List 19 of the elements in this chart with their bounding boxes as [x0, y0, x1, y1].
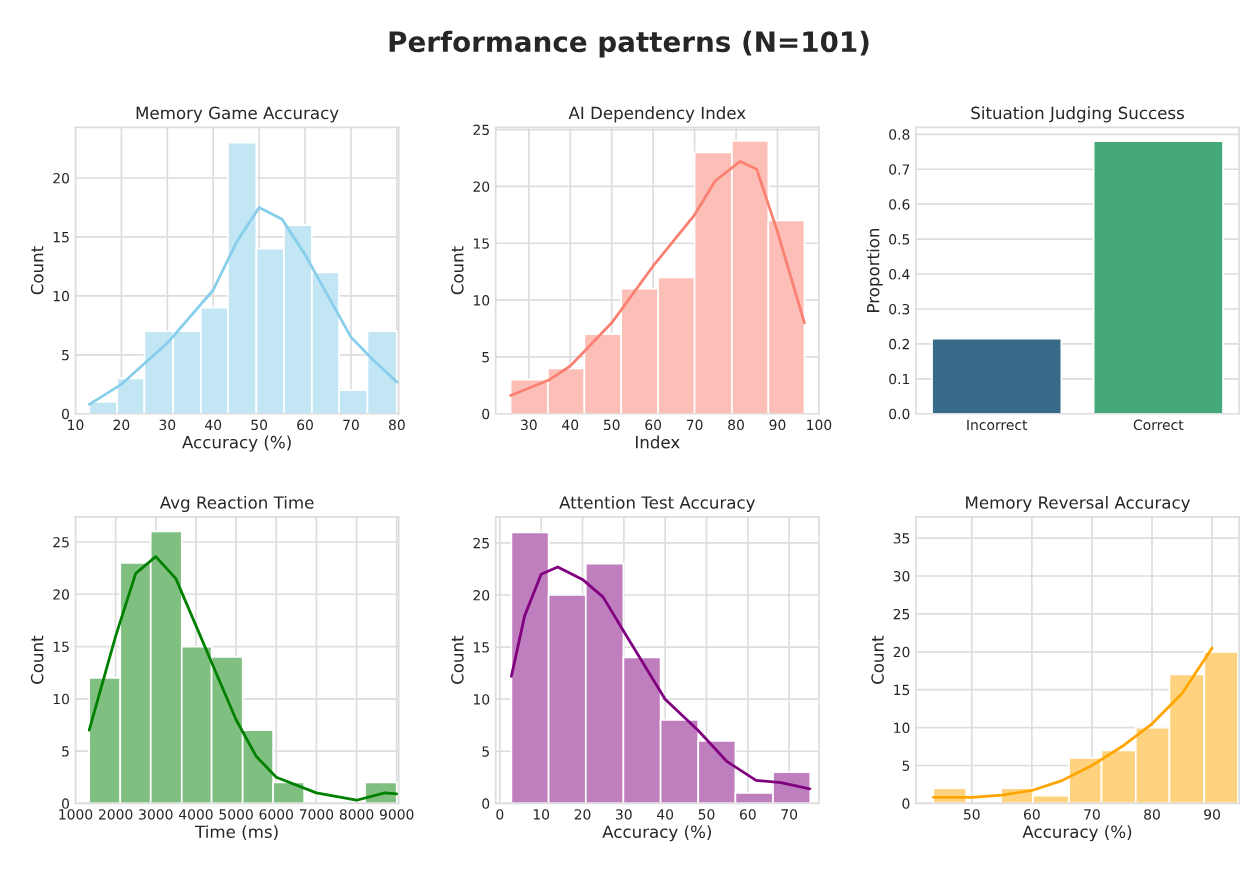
- y-axis-title: Count: [871, 635, 884, 684]
- x-axis-title: Accuracy (%): [602, 825, 711, 842]
- x-axis-title: Time (ms): [195, 825, 278, 841]
- y-axis-title: Count: [30, 246, 44, 295]
- chart-title: Situation Judging Success: [971, 106, 1184, 123]
- x-axis-title: Index: [636, 435, 680, 449]
- chart-title: AI Dependency Index: [568, 106, 746, 123]
- y-axis-title: Count: [451, 246, 464, 295]
- x-axis-title: Accuracy (%): [1022, 825, 1132, 842]
- chart-title: Memory Game Accuracy: [136, 106, 339, 123]
- x-axis-title: Accuracy (%): [182, 435, 291, 452]
- line-series: [87, 555, 399, 802]
- chart-title: Attention Test Accuracy: [559, 495, 756, 513]
- chart-title: Avg Reaction Time: [159, 495, 314, 513]
- y-axis-title: Count: [451, 635, 464, 684]
- text: Performance patterns (N=101): [389, 30, 869, 58]
- y-axis-title: Count: [30, 635, 44, 684]
- y-axis-title: Proportion: [866, 228, 883, 312]
- chart-title: Memory Reversal Accuracy: [966, 495, 1191, 513]
